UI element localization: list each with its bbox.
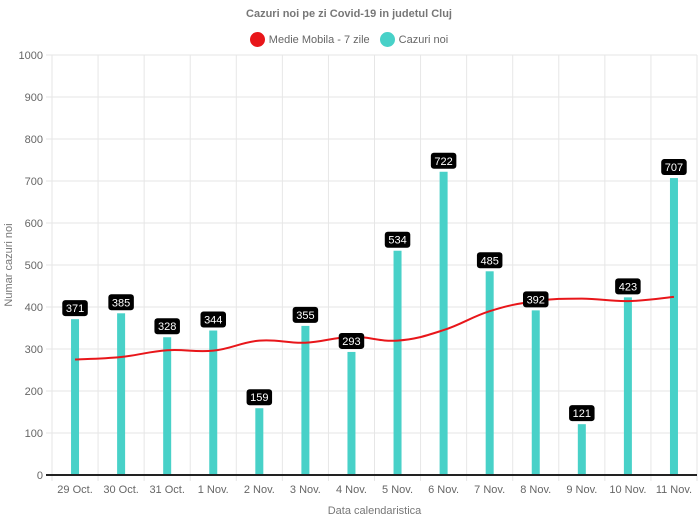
y-tick-label: 200 [25, 386, 43, 398]
y-tick-label: 700 [25, 176, 43, 188]
y-tick-label: 900 [25, 92, 43, 104]
data-label-box [661, 159, 687, 176]
bar [623, 297, 632, 475]
x-tick-label: 5 Nov. [382, 484, 413, 496]
bar [163, 337, 172, 475]
y-tick-label: 0 [37, 470, 43, 482]
bar [669, 178, 678, 475]
data-label-box [338, 332, 365, 349]
data-label: 328 [158, 321, 176, 333]
y-tick-label: 500 [25, 260, 43, 272]
y-tick-label: 800 [25, 134, 43, 146]
data-label-box [384, 231, 411, 248]
y-tick-label: 1000 [19, 50, 43, 62]
data-label: 159 [250, 392, 268, 404]
bar [485, 271, 494, 475]
data-label: 722 [434, 156, 452, 168]
data-label: 355 [296, 310, 314, 322]
x-tick-label: 8 Nov. [520, 484, 551, 496]
legend-label-new-cases: Cazuri noi [398, 33, 449, 46]
y-tick-label: 600 [25, 218, 43, 230]
bar [209, 330, 218, 475]
x-tick-label: 3 Nov. [290, 484, 321, 496]
data-label-box [108, 294, 134, 311]
x-tick-label: 11 Nov. [656, 484, 692, 496]
data-label: 485 [480, 255, 498, 267]
data-label-box [200, 311, 226, 328]
data-label: 534 [388, 235, 406, 247]
data-label: 371 [66, 303, 84, 315]
x-tick-label: 29 Oct. [57, 484, 92, 496]
data-label-box [430, 152, 457, 169]
data-label-box [615, 278, 641, 295]
x-axis-title: Data calendaristica [328, 505, 422, 517]
legend-label-moving-average: Medie Mobila - 7 zile [268, 33, 370, 46]
data-label-box [62, 300, 88, 317]
data-label: 423 [619, 281, 637, 293]
y-axis-title: Numar cazuri noi [3, 223, 15, 306]
legend-item-moving-average[interactable]: Medie Mobila - 7 zile [249, 32, 370, 47]
x-tick-label: 2 Nov. [244, 484, 275, 496]
bar [301, 325, 310, 475]
moving-average-line [74, 295, 675, 361]
bar [117, 313, 126, 475]
bar [71, 319, 80, 475]
bar [393, 250, 402, 475]
data-label: 293 [342, 336, 360, 348]
x-tick-label: 30 Oct. [103, 484, 138, 496]
x-tick-label: 9 Nov. [566, 484, 597, 496]
x-tick-label: 6 Nov. [428, 484, 459, 496]
y-tick-label: 400 [25, 302, 43, 314]
data-label-box [523, 291, 549, 308]
chart-legend: Medie Mobila - 7 zile Cazuri noi [0, 32, 698, 47]
data-label: 707 [665, 162, 683, 174]
legend-item-new-cases[interactable]: Cazuri noi [379, 32, 449, 47]
data-label-box [476, 252, 503, 269]
x-tick-label: 4 Nov. [336, 484, 367, 496]
data-label-box [292, 306, 319, 323]
data-label-box [246, 389, 273, 406]
bar [577, 424, 586, 475]
data-label: 121 [573, 408, 591, 420]
x-tick-label: 7 Nov. [474, 484, 505, 496]
bar [255, 408, 264, 475]
bar [531, 310, 540, 475]
chart-title: Cazuri noi pe zi Covid-19 in judetul Clu… [246, 8, 452, 20]
data-label: 344 [204, 315, 222, 327]
x-tick-label: 10 Nov. [609, 484, 646, 496]
legend-swatch-new-cases [379, 32, 395, 47]
data-label-box [154, 318, 180, 335]
data-label: 385 [112, 297, 130, 309]
legend-swatch-moving-average [249, 32, 265, 47]
bar [347, 351, 356, 475]
data-label: 392 [527, 294, 545, 306]
x-tick-label: 1 Nov. [198, 484, 229, 496]
x-tick-label: 31 Oct. [149, 484, 184, 496]
bar [439, 171, 448, 475]
y-tick-label: 300 [25, 344, 43, 356]
data-label-box [569, 405, 595, 422]
y-tick-label: 100 [25, 428, 43, 440]
